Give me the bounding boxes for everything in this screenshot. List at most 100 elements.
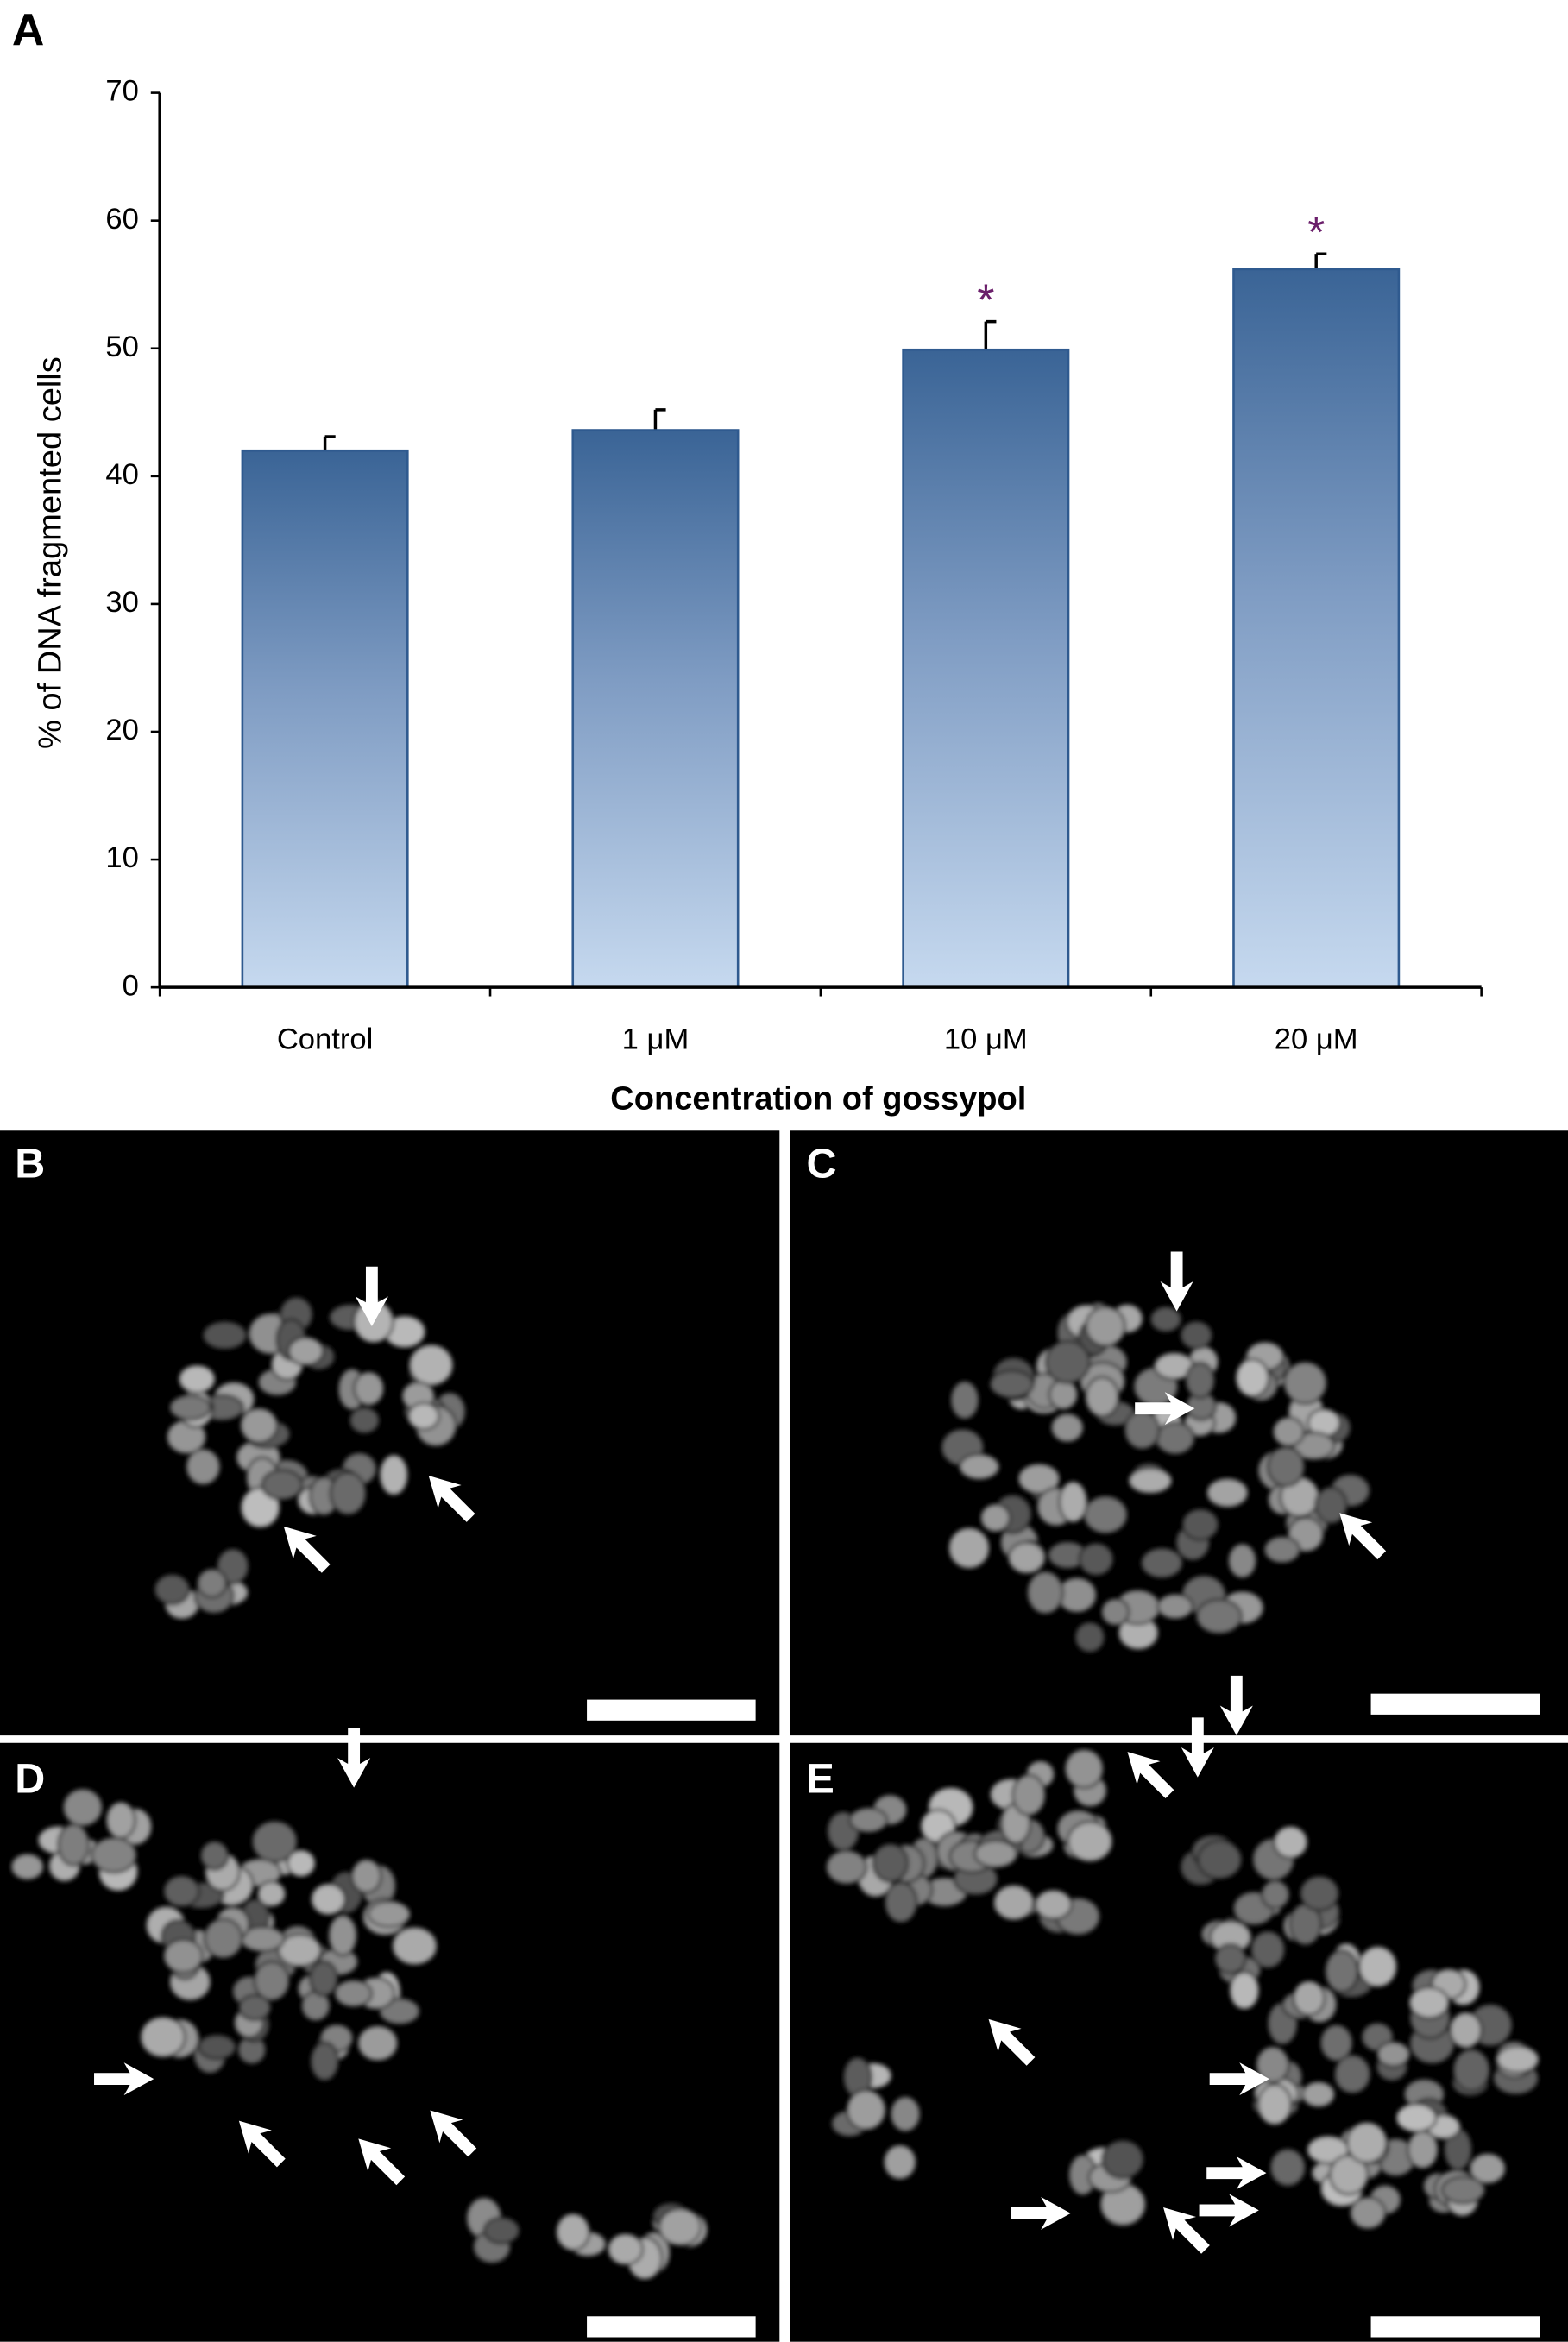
cell: [1206, 1477, 1250, 1508]
cell: [1048, 1379, 1079, 1411]
cell: [979, 1503, 1011, 1533]
cell: [872, 1842, 910, 1883]
cell: [105, 1801, 136, 1840]
y-axis-title: % of DNA fragmented cells: [33, 356, 69, 749]
cell: [1034, 1889, 1073, 1921]
cell: [1319, 2024, 1354, 2062]
cell: [261, 1469, 304, 1501]
cell: [1017, 1463, 1061, 1495]
cell: [825, 1849, 868, 1886]
cell: [1213, 1942, 1247, 1974]
cell: [1140, 1546, 1184, 1579]
cell: [1180, 1320, 1213, 1350]
cell: [1272, 1416, 1306, 1447]
significance-marker: *: [1307, 208, 1325, 258]
cell: [1314, 1486, 1348, 1525]
cell: [555, 2213, 591, 2251]
panel-label: A: [12, 5, 45, 55]
cell: [1124, 1409, 1161, 1451]
cell: [1449, 2011, 1483, 2049]
scale-bar: [1370, 1693, 1540, 1715]
cell: [658, 2207, 702, 2247]
cell: [1440, 2175, 1486, 2205]
panel-label: C: [806, 1141, 836, 1187]
cell: [1260, 1879, 1290, 1910]
cell: [1149, 1306, 1182, 1333]
cell: [1083, 1495, 1129, 1534]
cell: [1299, 1875, 1340, 1912]
cell: [607, 2232, 645, 2266]
cell: [1255, 2045, 1290, 2084]
cell: [329, 1471, 367, 1516]
cell: [1195, 1598, 1243, 1634]
error-bar: [1314, 252, 1327, 269]
cell: [353, 1370, 385, 1407]
cell: [154, 1573, 191, 1606]
cell: [239, 1407, 279, 1444]
chart: 0 10 20 30 40 50 60 70 Control 1 μM 10 μM * 20 μM *: [105, 75, 1483, 1056]
cell: [57, 1823, 91, 1867]
cell: [1345, 2121, 1389, 2164]
cell: [367, 1900, 412, 1929]
cell: [1282, 1361, 1327, 1406]
cell: [1196, 1839, 1243, 1880]
cell: [1128, 1467, 1173, 1495]
cell: [334, 1979, 374, 2008]
panel-label: D: [15, 1756, 45, 1803]
x-tick-label: 10 μM: [944, 1023, 1028, 1056]
y-tick-label: 50: [105, 331, 138, 363]
cell: [1407, 2130, 1439, 2169]
cell: [883, 2144, 917, 2181]
y-tick-label: 10: [105, 841, 138, 874]
cell: [1273, 1825, 1308, 1860]
cell: [185, 1448, 221, 1486]
cell: [240, 1486, 281, 1529]
cell: [1078, 1542, 1114, 1577]
cell: [948, 1527, 991, 1570]
cell: [846, 2089, 886, 2131]
cell: [973, 1839, 1018, 1869]
cell: [1227, 1542, 1257, 1579]
y-tick-label: 30: [105, 586, 138, 619]
cell: [1064, 1748, 1105, 1790]
micrographs: B C D E: [0, 1130, 1568, 2342]
cell: [1408, 1986, 1451, 2019]
cell: [1084, 1376, 1120, 1418]
cell: [162, 1874, 200, 1908]
x-axis-title: Concentration of gossypol: [610, 1081, 1026, 1117]
cell: [1469, 2152, 1507, 2185]
cell: [391, 1926, 438, 1966]
cell: [309, 2041, 340, 2081]
cell: [1357, 1945, 1398, 1988]
cell: [1328, 2154, 1370, 2196]
cell: [408, 1344, 454, 1387]
cell: [202, 1320, 248, 1350]
y-tick-label: 20: [105, 714, 138, 746]
cell: [1156, 1593, 1194, 1620]
bar: [241, 449, 409, 989]
cell: [1250, 1930, 1286, 1969]
cell: [1050, 1413, 1085, 1443]
cell: [286, 1848, 317, 1878]
error-bar: [653, 408, 666, 431]
cell: [199, 1840, 230, 1871]
cell: [256, 1880, 287, 1908]
cell: [407, 1401, 440, 1431]
x-tick-label: Control: [277, 1023, 374, 1056]
panel-label: E: [806, 1756, 834, 1803]
cell: [1058, 1480, 1088, 1524]
error-bar: [984, 319, 997, 350]
cell: [1155, 1421, 1196, 1456]
cell: [1452, 2048, 1491, 2093]
panel-label: B: [15, 1141, 45, 1187]
cell: [62, 1788, 104, 1827]
cell: [356, 2024, 399, 2062]
bar: [902, 348, 1070, 989]
cells: [10, 1296, 1540, 2281]
cell: [1292, 1980, 1326, 2017]
scale-bar: [587, 1699, 756, 1721]
cell: [196, 1568, 228, 1599]
cell: [139, 2016, 186, 2058]
cell: [1496, 2044, 1540, 2074]
cell: [1333, 2054, 1371, 2094]
